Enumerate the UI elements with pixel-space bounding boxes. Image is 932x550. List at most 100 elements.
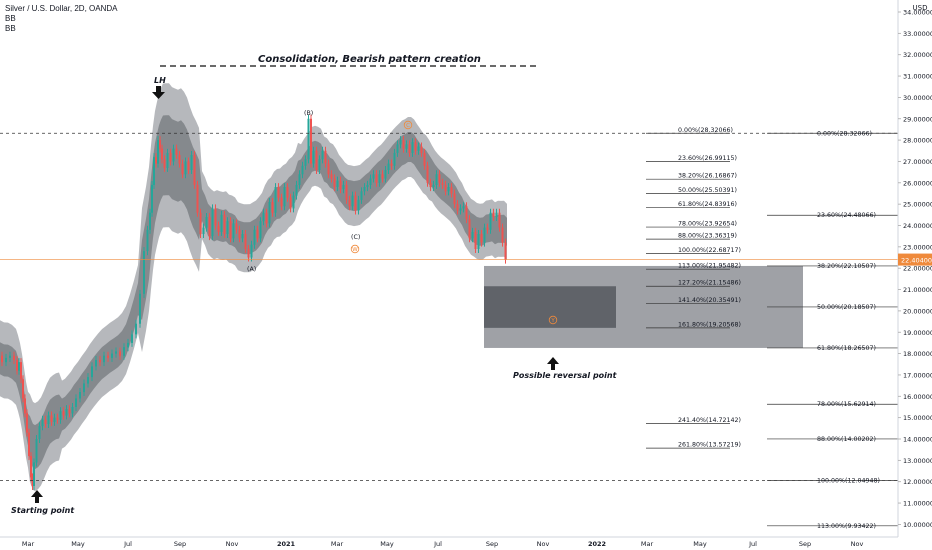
candle — [375, 174, 378, 183]
up-arrow-icon — [31, 490, 43, 503]
candle — [56, 417, 59, 420]
candles — [1, 114, 507, 490]
candle — [115, 351, 117, 354]
candle — [318, 159, 321, 170]
wave-label-a: (A) — [247, 266, 256, 273]
candle — [139, 293, 141, 324]
candle — [310, 118, 312, 164]
candle — [16, 360, 18, 371]
candle — [369, 178, 372, 185]
x-tick-label: Mar — [22, 540, 35, 548]
y-tick-label: 22.00000 — [903, 265, 932, 273]
y-tick-label: 19.00000 — [903, 329, 932, 337]
candle — [247, 248, 250, 258]
wave-label-circle-c: C — [406, 123, 410, 129]
wave-label-circle-c-circle — [403, 120, 413, 130]
candle — [244, 234, 247, 249]
fib-level-label: 113.00%(21.95482) — [678, 263, 741, 270]
candle — [348, 199, 351, 207]
fib-level-label: 61.80%(18.26507) — [817, 345, 876, 352]
candle — [20, 362, 22, 380]
candle — [44, 419, 47, 425]
y-tick-label: 10.00000 — [903, 521, 932, 529]
y-tick-label: 29.00000 — [903, 115, 932, 123]
x-tick-label: Nov — [537, 540, 550, 548]
fib-level-label: 38.20%(22.10507) — [817, 263, 876, 270]
x-tick-label: Mar — [641, 540, 654, 548]
candle — [265, 212, 268, 224]
x-tick-label: Jul — [748, 540, 757, 548]
fib-level-label: 78.00%(23.92654) — [678, 221, 737, 228]
current-price-label: 22.40400 — [901, 257, 932, 265]
candle — [127, 342, 129, 348]
candle — [495, 212, 498, 217]
y-tick-label: 30.00000 — [903, 94, 932, 102]
up-arrow-icon — [547, 357, 559, 370]
indicator-bb-2[interactable]: BB — [5, 24, 16, 33]
candle — [119, 351, 121, 356]
candle — [471, 231, 474, 239]
x-tick-label: 2021 — [277, 540, 296, 548]
candle — [286, 187, 289, 198]
candle — [47, 415, 50, 425]
candle — [155, 157, 157, 164]
fib-level-label: 50.00%(25.50391) — [678, 187, 737, 194]
candle — [214, 208, 217, 226]
candle — [289, 197, 292, 209]
y-tick-label: 28.00000 — [903, 137, 932, 145]
candle — [402, 140, 405, 149]
candle — [307, 118, 310, 160]
x-tick-label: May — [693, 540, 707, 548]
candle — [312, 150, 315, 164]
candle — [232, 223, 235, 239]
candle — [324, 150, 327, 164]
candle — [333, 178, 336, 188]
candle — [38, 426, 41, 439]
candle — [26, 413, 28, 433]
candle — [420, 146, 423, 153]
candle — [95, 360, 97, 367]
candle — [417, 146, 420, 151]
candle — [229, 221, 232, 239]
candle — [390, 163, 393, 166]
fib-level-label: 88.00%(14.00202) — [817, 436, 876, 443]
reversal-zone-core[interactable] — [484, 286, 616, 328]
candle — [161, 148, 163, 160]
candle — [363, 187, 366, 192]
fib-retracement-2[interactable]: 0.00%(28.32066) 23.60%(24.48066) 38.20%(22… — [767, 130, 898, 530]
candle — [190, 155, 193, 170]
fib-retracement-1[interactable]: 0.00%(28.32066) 23.60%(26.99115) 38.20%(26… — [646, 127, 741, 449]
candle — [339, 180, 342, 190]
candle — [41, 419, 44, 427]
y-tick-label: 15.00000 — [903, 414, 932, 422]
candle — [143, 251, 145, 294]
candle — [259, 221, 262, 239]
candle — [153, 157, 155, 185]
candle — [268, 202, 271, 224]
candle — [492, 212, 495, 217]
symbol-title[interactable]: Silver / U.S. Dollar, 2D, OANDA — [5, 4, 118, 13]
candle — [372, 174, 375, 179]
starting-point-label: Starting point — [11, 506, 75, 515]
bollinger-band-inner — [0, 115, 507, 470]
y-tick-label: 34.00000 — [903, 9, 932, 17]
candle — [59, 411, 62, 420]
indicator-bb-1[interactable]: BB — [5, 14, 16, 23]
fib-level-label: 23.60%(26.99115) — [678, 155, 737, 162]
candle — [50, 415, 53, 422]
candle — [477, 234, 480, 249]
candle — [393, 152, 396, 166]
candle — [241, 234, 244, 239]
candle — [387, 163, 390, 170]
fib-level-label: 241.40%(14.72142) — [678, 417, 741, 424]
candle — [75, 398, 77, 407]
candle — [366, 184, 369, 188]
candle — [423, 152, 426, 166]
candle — [157, 140, 159, 164]
candle — [489, 212, 492, 230]
candle — [408, 144, 411, 153]
y-tick-label: 13.00000 — [903, 457, 932, 465]
y-tick-label: 24.00000 — [903, 222, 932, 230]
candle — [166, 152, 169, 168]
